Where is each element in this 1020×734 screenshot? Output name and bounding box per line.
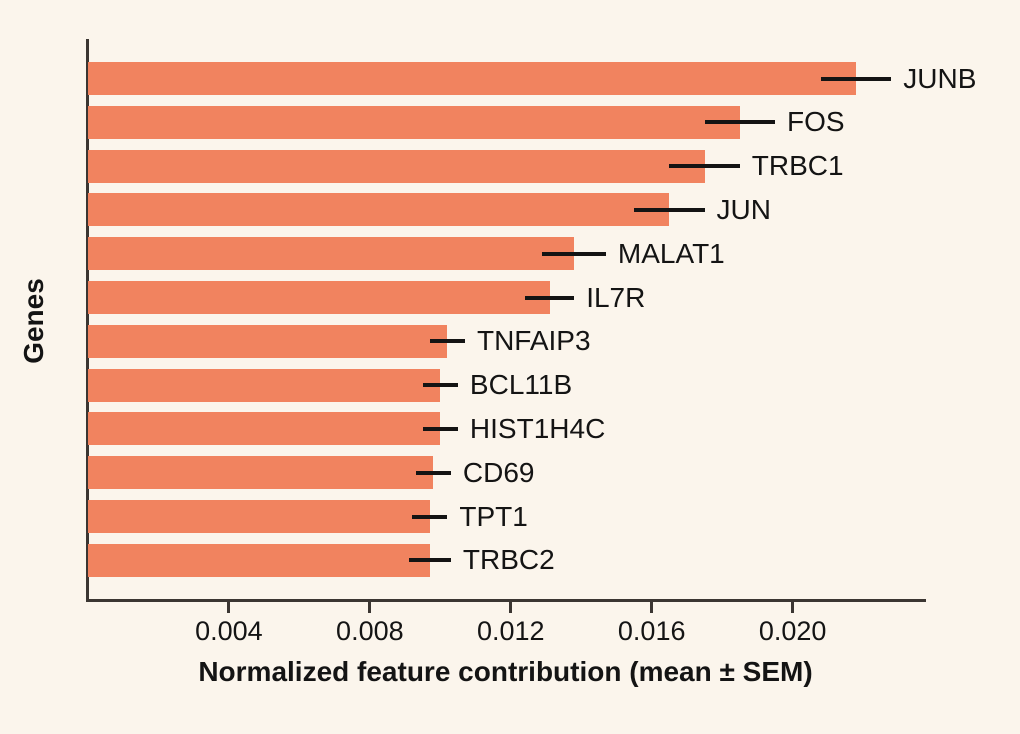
x-tick-label: 0.020 bbox=[758, 616, 827, 646]
error-bar-trbc2 bbox=[408, 558, 451, 563]
x-tick-label: 0.012 bbox=[476, 616, 545, 646]
bar-label-junb: JUNB bbox=[903, 62, 977, 94]
error-bar-il7r bbox=[524, 295, 575, 300]
bar-label-jun: JUN bbox=[716, 193, 771, 225]
bar-fos bbox=[88, 105, 740, 139]
bar-row: TRBC2 bbox=[88, 543, 923, 577]
error-bar-bcl11b bbox=[422, 383, 458, 388]
x-tick-label: 0.016 bbox=[617, 616, 686, 646]
x-tick-mark bbox=[509, 602, 513, 613]
bar-label-cd69: CD69 bbox=[462, 456, 535, 488]
error-bar-jun bbox=[634, 207, 705, 212]
y-axis-label-wrap: Genes bbox=[8, 39, 60, 602]
bar-trbc1 bbox=[88, 149, 705, 183]
bar-malat1 bbox=[88, 237, 575, 271]
bar-label-tnfaip3: TNFAIP3 bbox=[476, 325, 591, 357]
bar-row: CD69 bbox=[88, 456, 923, 490]
bar-label-trbc1: TRBC1 bbox=[751, 150, 844, 182]
x-tick-mark bbox=[227, 602, 231, 613]
bar-label-malat1: MALAT1 bbox=[617, 237, 725, 269]
bar-bcl11b bbox=[88, 368, 441, 402]
bar-row: MALAT1 bbox=[88, 237, 923, 271]
error-bar-fos bbox=[704, 120, 775, 125]
error-bar-tpt1 bbox=[412, 514, 448, 519]
bar-trbc2 bbox=[88, 543, 430, 577]
bar-row: TRBC1 bbox=[88, 149, 923, 183]
bar-row: TPT1 bbox=[88, 500, 923, 533]
bar-row: IL7R bbox=[88, 281, 923, 314]
bar-junb bbox=[88, 62, 857, 95]
x-tick-mark bbox=[368, 602, 372, 613]
error-bar-tnfaip3 bbox=[429, 339, 465, 344]
bar-tpt1 bbox=[88, 500, 430, 533]
x-tick-label: 0.008 bbox=[336, 616, 404, 646]
x-axis-spine bbox=[86, 599, 926, 602]
error-bar-hist1h4c bbox=[422, 426, 458, 431]
x-axis-label: Normalized feature contribution (mean ± … bbox=[198, 656, 813, 687]
bar-label-fos: FOS bbox=[787, 106, 845, 138]
bar-jun bbox=[88, 193, 670, 227]
bar-label-hist1h4c: HIST1H4C bbox=[469, 412, 606, 444]
bar-row: TNFAIP3 bbox=[88, 324, 923, 358]
bar-label-trbc2: TRBC2 bbox=[462, 544, 555, 576]
bar-label-bcl11b: BCL11B bbox=[469, 369, 573, 401]
plot-area: JUNB FOS TRBC1 JUN MALAT1 IL7R TNFAIP3 BCL11B HI… bbox=[88, 39, 976, 602]
bar-row: JUN bbox=[88, 193, 923, 227]
bar-label-il7r: IL7R bbox=[586, 281, 646, 313]
bar-row: BCL11B bbox=[88, 368, 923, 402]
bar-row: HIST1H4C bbox=[88, 412, 923, 446]
bar-cd69 bbox=[88, 456, 434, 490]
bar-tnfaip3 bbox=[88, 324, 448, 358]
bar-row: JUNB bbox=[88, 62, 976, 95]
y-axis-spine bbox=[86, 39, 89, 602]
error-bar-cd69 bbox=[415, 470, 451, 475]
error-bar-trbc1 bbox=[669, 164, 740, 169]
x-tick-label: 0.004 bbox=[195, 616, 263, 646]
y-axis-label: Genes bbox=[18, 277, 50, 364]
error-bar-malat1 bbox=[542, 251, 606, 256]
x-tick-mark bbox=[650, 602, 654, 613]
bar-hist1h4c bbox=[88, 412, 441, 446]
bar-row: FOS bbox=[88, 105, 923, 139]
bar-il7r bbox=[88, 281, 550, 314]
error-bar-junb bbox=[820, 76, 892, 81]
bar-label-tpt1: TPT1 bbox=[459, 500, 528, 532]
x-tick-mark bbox=[791, 602, 795, 613]
